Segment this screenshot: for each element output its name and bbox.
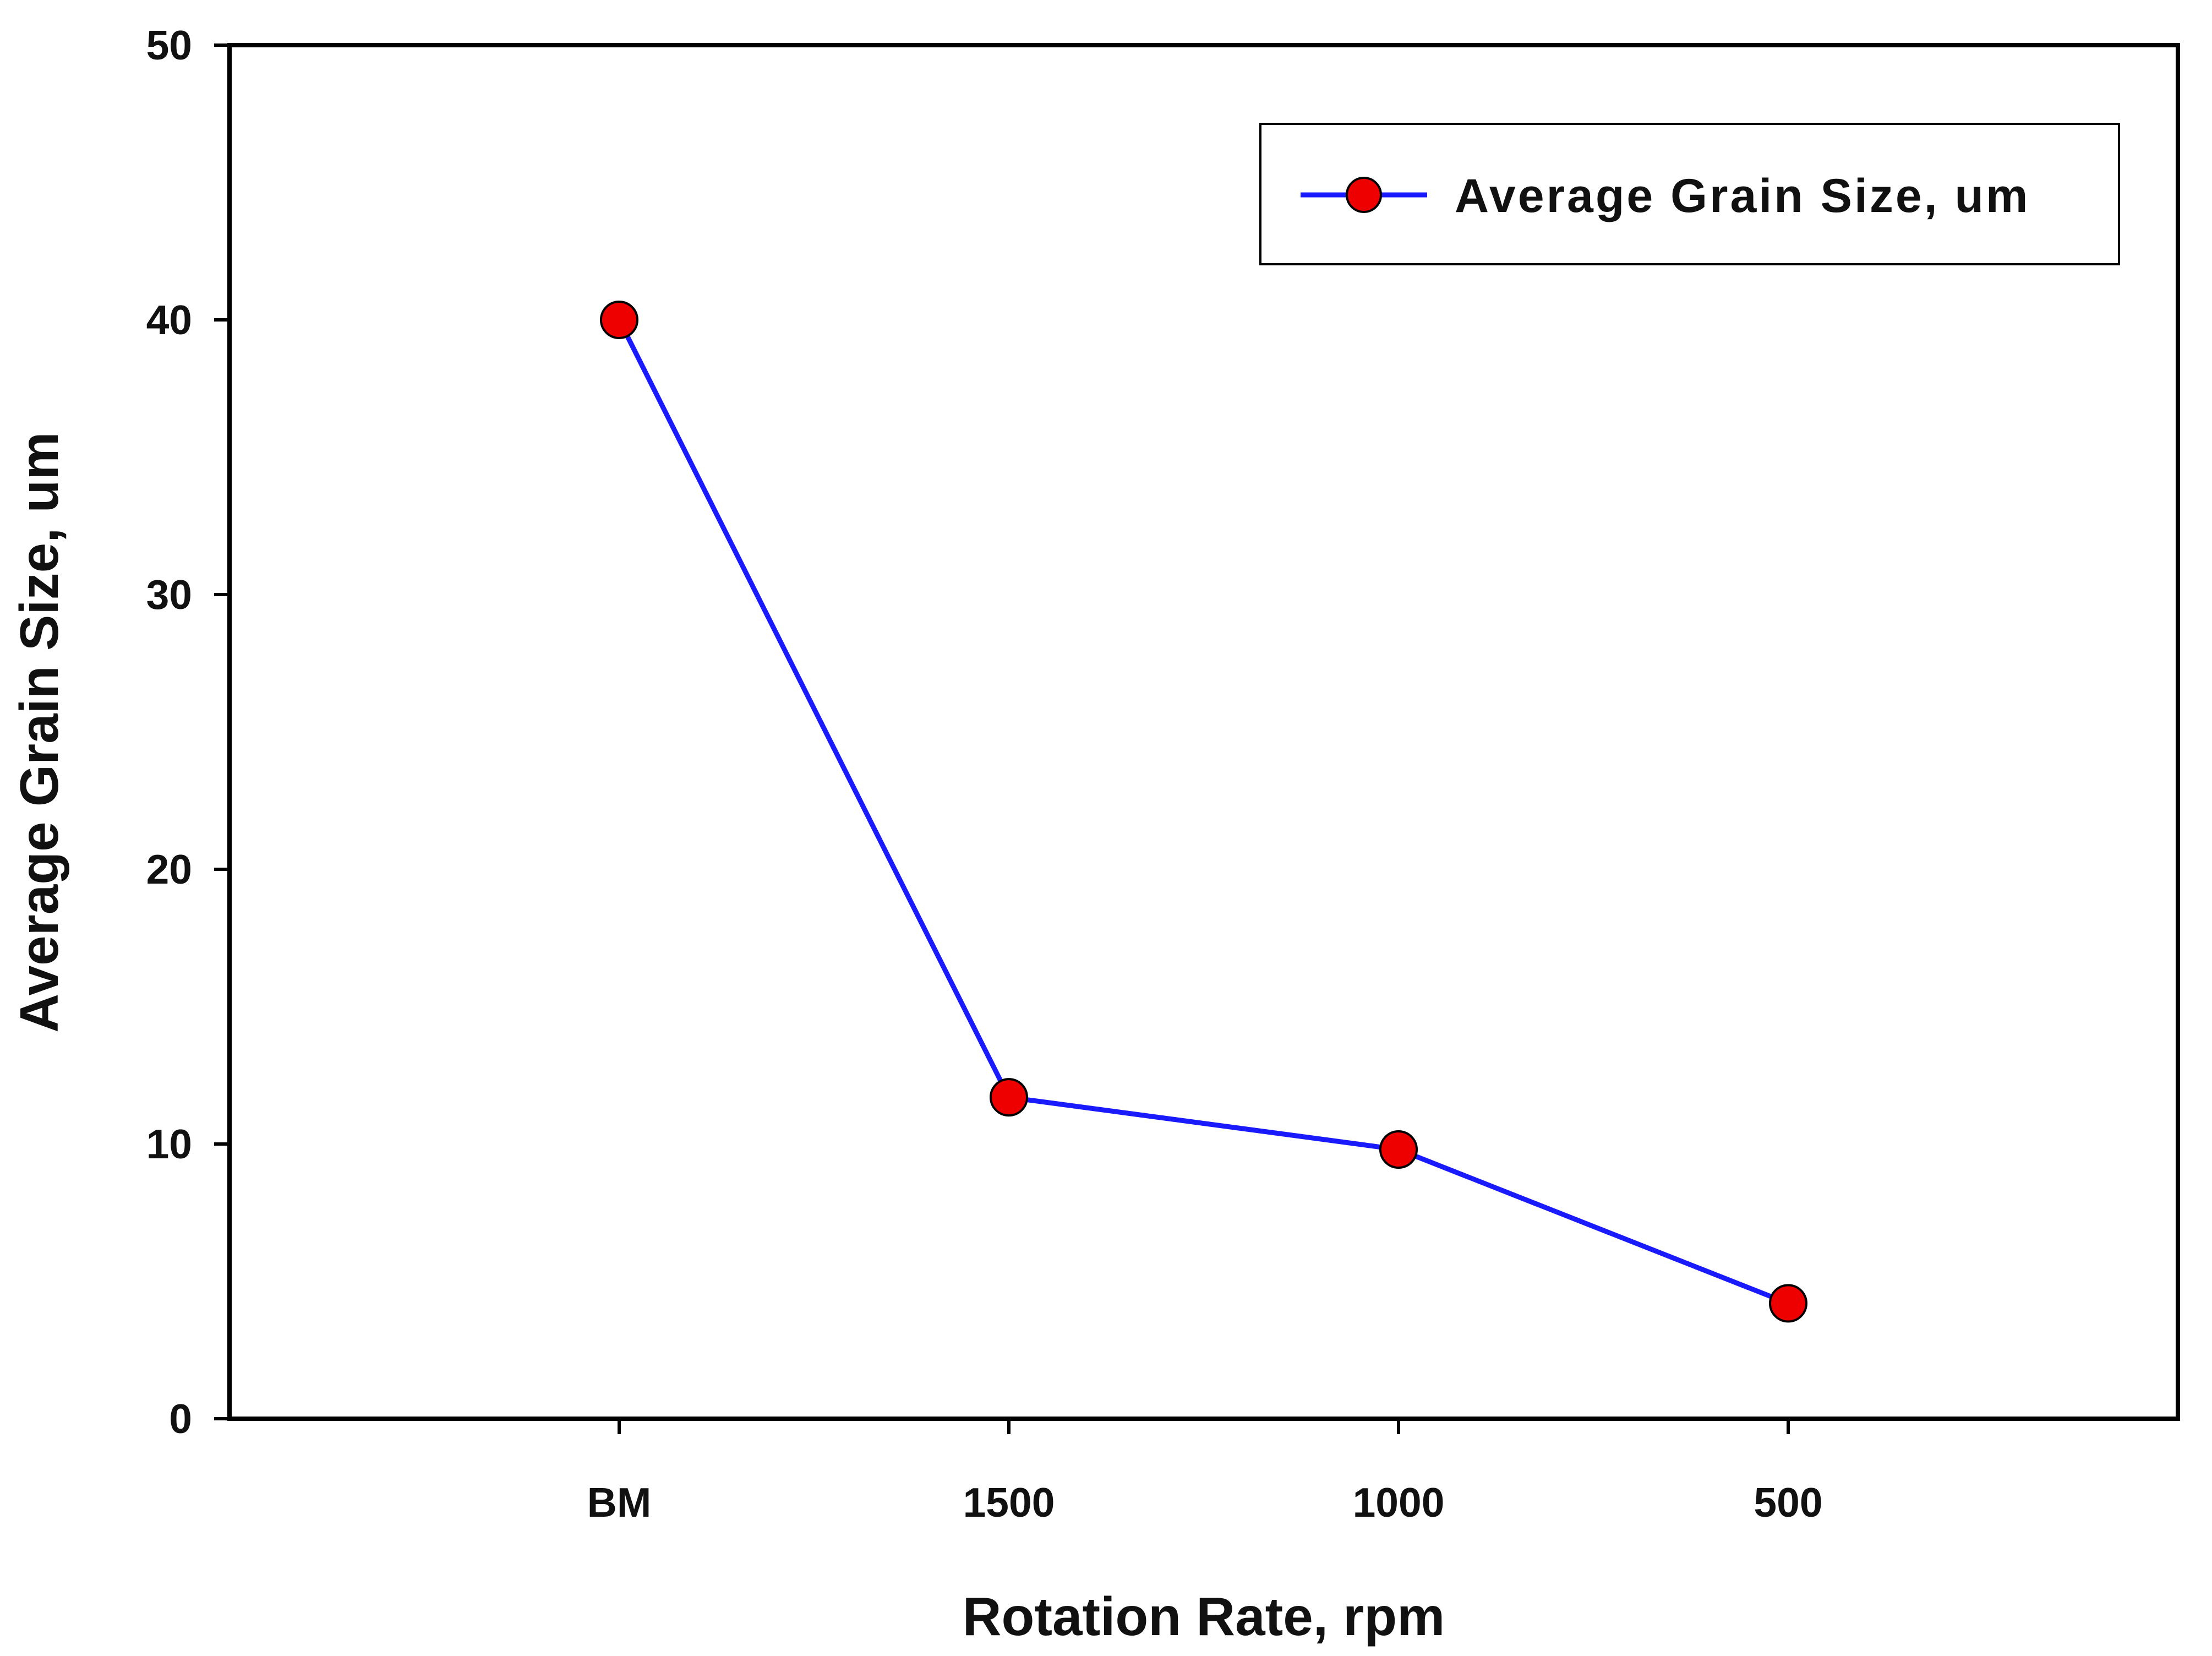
x-axis-title: Rotation Rate, rpm <box>963 1586 1445 1647</box>
data-point <box>1379 1130 1418 1169</box>
data-point <box>600 301 638 339</box>
y-tick-label: 10 <box>146 1121 192 1167</box>
y-tick-label: 40 <box>146 297 192 343</box>
y-tick-label: 20 <box>146 846 192 892</box>
data-point <box>1769 1284 1807 1323</box>
x-tick-label: BM <box>587 1479 652 1526</box>
x-tick-label: 1500 <box>963 1479 1055 1526</box>
y-tick-label: 30 <box>146 571 192 618</box>
legend: Average Grain Size, um <box>1259 123 2120 265</box>
series-line <box>616 318 1789 1306</box>
x-tick-label: 1000 <box>1353 1479 1445 1526</box>
plot-frame <box>227 43 2180 1421</box>
y-tick-label: 0 <box>169 1396 192 1442</box>
x-tick-label: 500 <box>1754 1479 1822 1526</box>
legend-marker-swatch <box>1346 177 1382 213</box>
y-axis-title: Average Grain Size, um <box>9 432 69 1032</box>
legend-label: Average Grain Size, um <box>1455 170 2030 222</box>
y-tick-label: 50 <box>146 22 192 68</box>
data-point <box>990 1078 1028 1117</box>
